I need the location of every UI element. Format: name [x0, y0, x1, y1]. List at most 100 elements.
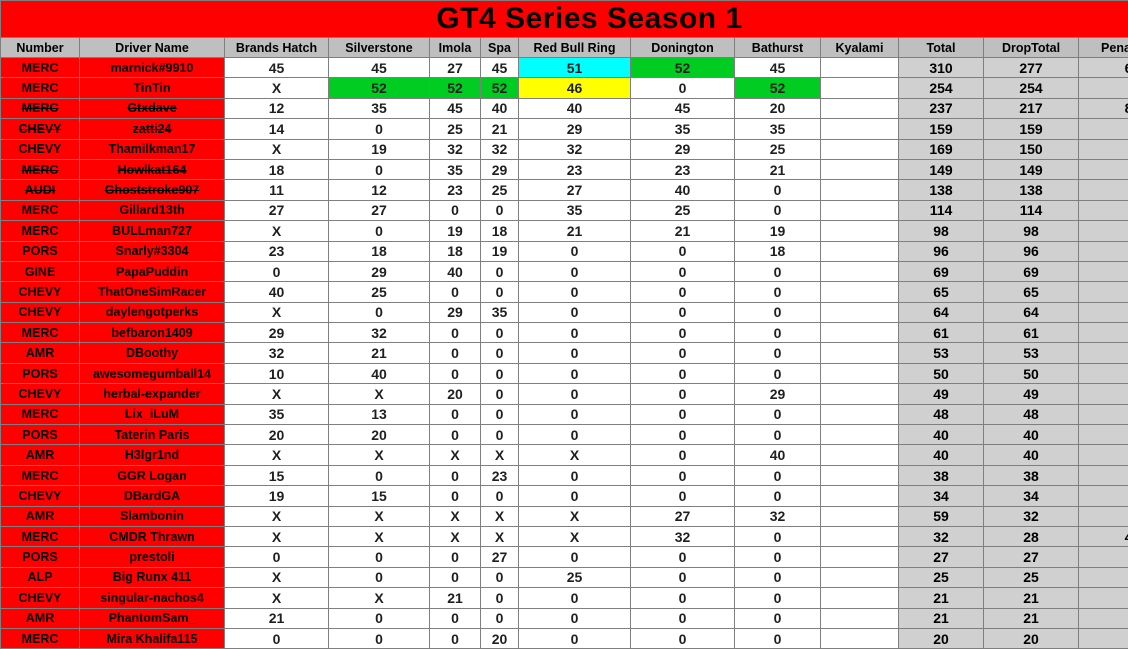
cell-imola[interactable]: 52	[430, 78, 481, 98]
cell-droptotal[interactable]: 32	[984, 506, 1079, 526]
cell-total[interactable]: 149	[899, 159, 984, 179]
cell-driver-name[interactable]: singular-nachos4	[80, 588, 225, 608]
cell-redbull[interactable]: 0	[519, 425, 631, 445]
cell-redbull[interactable]: 29	[519, 119, 631, 139]
cell-bathurst[interactable]: 29	[735, 384, 821, 404]
cell-silverstone[interactable]: 0	[329, 567, 430, 587]
cell-number[interactable]: AMR	[1, 608, 80, 628]
cell-penalties[interactable]	[1079, 363, 1128, 383]
cell-redbull[interactable]: 27	[519, 180, 631, 200]
cell-number[interactable]: MERC	[1, 465, 80, 485]
cell-spa[interactable]: 40	[481, 98, 519, 118]
cell-kyalami[interactable]	[821, 282, 899, 302]
cell-spa[interactable]: 0	[481, 425, 519, 445]
cell-imola[interactable]: 32	[430, 139, 481, 159]
column-header-bathurst[interactable]: Bathurst	[735, 38, 821, 58]
cell-bathurst[interactable]: 0	[735, 526, 821, 546]
cell-droptotal[interactable]: 27	[984, 547, 1079, 567]
cell-spa[interactable]: 0	[481, 282, 519, 302]
cell-kyalami[interactable]	[821, 221, 899, 241]
cell-droptotal[interactable]: 149	[984, 159, 1079, 179]
cell-kyalami[interactable]	[821, 486, 899, 506]
cell-imola[interactable]: 0	[430, 628, 481, 648]
cell-kyalami[interactable]	[821, 180, 899, 200]
cell-imola[interactable]: 0	[430, 465, 481, 485]
cell-redbull[interactable]: 0	[519, 363, 631, 383]
cell-bathurst[interactable]: 20	[735, 98, 821, 118]
cell-donington[interactable]: 0	[631, 628, 735, 648]
cell-total[interactable]: 138	[899, 180, 984, 200]
cell-donington[interactable]: 52	[631, 58, 735, 78]
cell-kyalami[interactable]	[821, 567, 899, 587]
cell-penalties[interactable]	[1079, 159, 1128, 179]
cell-penalties[interactable]	[1079, 343, 1128, 363]
cell-spa[interactable]: 0	[481, 363, 519, 383]
cell-kyalami[interactable]	[821, 323, 899, 343]
cell-droptotal[interactable]: 114	[984, 200, 1079, 220]
cell-imola[interactable]: 0	[430, 608, 481, 628]
cell-silverstone[interactable]: 52	[329, 78, 430, 98]
cell-spa[interactable]: 0	[481, 588, 519, 608]
cell-redbull[interactable]: 0	[519, 302, 631, 322]
cell-number[interactable]: GINE	[1, 261, 80, 281]
cell-kyalami[interactable]	[821, 241, 899, 261]
cell-imola[interactable]: 20	[430, 384, 481, 404]
cell-penalties[interactable]	[1079, 628, 1128, 648]
cell-brands[interactable]: 40	[225, 282, 329, 302]
cell-bathurst[interactable]: 0	[735, 588, 821, 608]
cell-bathurst[interactable]: 0	[735, 404, 821, 424]
cell-silverstone[interactable]: X	[329, 588, 430, 608]
cell-kyalami[interactable]	[821, 78, 899, 98]
cell-total[interactable]: 48	[899, 404, 984, 424]
cell-penalties[interactable]	[1079, 200, 1128, 220]
cell-redbull[interactable]: 46	[519, 78, 631, 98]
cell-total[interactable]: 21	[899, 608, 984, 628]
cell-imola[interactable]: 0	[430, 323, 481, 343]
cell-number[interactable]: CHEVY	[1, 282, 80, 302]
cell-spa[interactable]: 20	[481, 628, 519, 648]
cell-driver-name[interactable]: PhantomSam_	[80, 608, 225, 628]
cell-spa[interactable]: 25	[481, 180, 519, 200]
cell-driver-name[interactable]: ThatOneSimRacer	[80, 282, 225, 302]
cell-bathurst[interactable]: 0	[735, 200, 821, 220]
cell-donington[interactable]: 21	[631, 221, 735, 241]
cell-redbull[interactable]: 0	[519, 343, 631, 363]
cell-driver-name[interactable]: Snarly#3304	[80, 241, 225, 261]
cell-droptotal[interactable]: 48	[984, 404, 1079, 424]
cell-donington[interactable]: 0	[631, 302, 735, 322]
column-header-droptotal[interactable]: DropTotal	[984, 38, 1079, 58]
cell-silverstone[interactable]: 0	[329, 608, 430, 628]
cell-donington[interactable]: 0	[631, 588, 735, 608]
cell-number[interactable]: CHEVY	[1, 486, 80, 506]
cell-brands[interactable]: 19	[225, 486, 329, 506]
cell-droptotal[interactable]: 96	[984, 241, 1079, 261]
cell-brands[interactable]: 14	[225, 119, 329, 139]
cell-imola[interactable]: 19	[430, 221, 481, 241]
cell-penalties[interactable]: 8	[1079, 98, 1128, 118]
cell-silverstone[interactable]: 0	[329, 465, 430, 485]
cell-penalties[interactable]	[1079, 282, 1128, 302]
cell-redbull[interactable]: 21	[519, 221, 631, 241]
cell-spa[interactable]: 45	[481, 58, 519, 78]
cell-bathurst[interactable]: 0	[735, 425, 821, 445]
cell-penalties[interactable]: 6	[1079, 58, 1128, 78]
cell-droptotal[interactable]: 98	[984, 221, 1079, 241]
cell-silverstone[interactable]: 32	[329, 323, 430, 343]
cell-brands[interactable]: 45	[225, 58, 329, 78]
cell-number[interactable]: CHEVY	[1, 139, 80, 159]
cell-redbull[interactable]: 0	[519, 384, 631, 404]
cell-total[interactable]: 40	[899, 445, 984, 465]
cell-number[interactable]: CHEVY	[1, 588, 80, 608]
cell-silverstone[interactable]: 25	[329, 282, 430, 302]
cell-number[interactable]: PORS	[1, 363, 80, 383]
cell-silverstone[interactable]: 21	[329, 343, 430, 363]
